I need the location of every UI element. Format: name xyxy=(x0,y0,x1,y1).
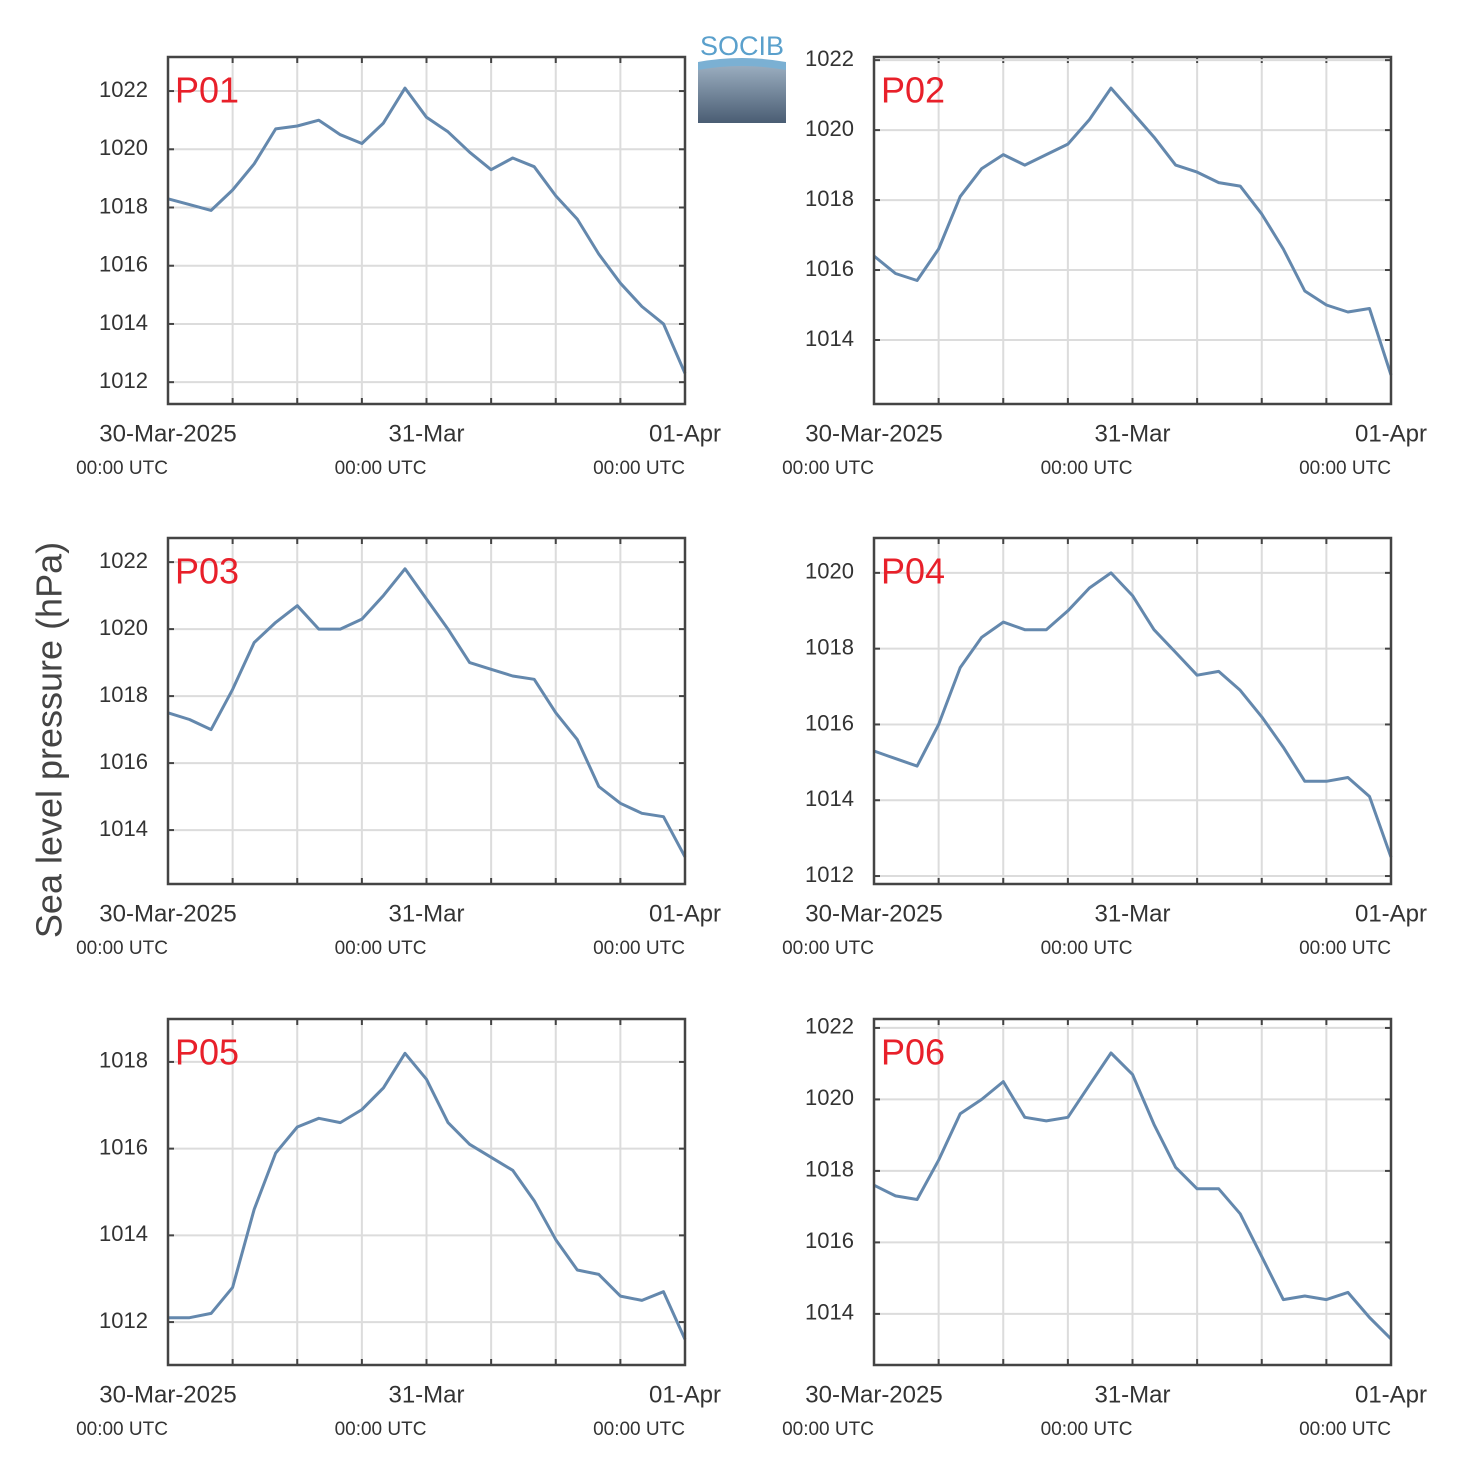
y-tick-label: 1018 xyxy=(99,1048,148,1073)
x-tick-sublabel: 00:00 UTC xyxy=(335,458,427,479)
x-tick-sublabel: 00:00 UTC xyxy=(1299,938,1391,959)
x-tick-label: 31-Mar xyxy=(1094,420,1170,447)
x-tick-label: 01-Apr xyxy=(1355,900,1427,927)
x-tick-sublabel: 00:00 UTC xyxy=(593,938,685,959)
y-tick-label: 1018 xyxy=(99,193,148,218)
y-tick-label: 1020 xyxy=(99,615,148,640)
y-tick-label: 1016 xyxy=(805,1228,854,1253)
data-line xyxy=(167,86,687,374)
y-tick-label: 1022 xyxy=(99,77,148,102)
y-tick-label: 1014 xyxy=(99,310,148,335)
y-tick-label: 1016 xyxy=(99,252,148,277)
y-tick-label: 1012 xyxy=(805,862,854,887)
x-tick-label: 30-Mar-2025 xyxy=(99,420,236,447)
x-tick-label: 31-Mar xyxy=(388,1381,464,1408)
logo-wave xyxy=(698,58,786,70)
data-line xyxy=(167,567,687,858)
x-tick-sublabel: 00:00 UTC xyxy=(335,1419,427,1440)
logo-text: SOCIB xyxy=(700,31,784,61)
plot-frame xyxy=(872,55,1393,406)
panel-title: P04 xyxy=(881,551,945,592)
y-tick-label: 1022 xyxy=(805,46,854,71)
x-tick-sublabel: 00:00 UTC xyxy=(76,458,168,479)
x-tick-label: 30-Mar-2025 xyxy=(805,420,942,447)
panel-title: P02 xyxy=(881,70,945,111)
data-line xyxy=(873,571,1393,858)
x-tick-sublabel: 00:00 UTC xyxy=(593,458,685,479)
y-tick-label: 1020 xyxy=(99,135,148,160)
x-tick-sublabel: 00:00 UTC xyxy=(1299,1419,1391,1440)
x-tick-sublabel: 00:00 UTC xyxy=(782,458,874,479)
plot-frame xyxy=(166,536,687,886)
panel-title: P06 xyxy=(881,1032,945,1073)
x-tick-label: 31-Mar xyxy=(388,900,464,927)
x-tick-label: 31-Mar xyxy=(1094,900,1170,927)
data-line xyxy=(168,1051,687,1341)
y-tick-label: 1018 xyxy=(805,634,854,659)
y-tick-label: 1020 xyxy=(805,559,854,584)
x-tick-sublabel: 00:00 UTC xyxy=(76,1419,168,1440)
x-tick-label: 01-Apr xyxy=(1355,1381,1427,1408)
y-tick-label: 1020 xyxy=(805,116,854,141)
y-tick-label: 1014 xyxy=(99,1221,148,1246)
y-tick-label: 1016 xyxy=(805,710,854,735)
x-tick-sublabel: 00:00 UTC xyxy=(1299,458,1391,479)
panel-title: P03 xyxy=(175,551,239,592)
y-tick-label: 1014 xyxy=(805,786,854,811)
x-tick-label: 30-Mar-2025 xyxy=(99,1381,236,1408)
y-tick-label: 1014 xyxy=(99,816,148,841)
logo-box xyxy=(698,62,786,123)
x-tick-label: 01-Apr xyxy=(649,1381,721,1408)
y-tick-label: 1022 xyxy=(99,548,148,573)
y-tick-label: 1016 xyxy=(805,256,854,281)
plot-frame xyxy=(872,536,1393,886)
y-tick-label: 1016 xyxy=(99,749,148,774)
data-line xyxy=(873,1051,1393,1340)
data-line xyxy=(873,86,1393,376)
y-tick-label: 1012 xyxy=(99,368,148,393)
y-axis-label: Sea level pressure (hPa) xyxy=(29,542,70,938)
y-tick-label: 1012 xyxy=(99,1308,148,1333)
x-tick-label: 30-Mar-2025 xyxy=(805,900,942,927)
y-tick-label: 1014 xyxy=(805,326,854,351)
logo: SOCIB xyxy=(698,31,786,123)
x-tick-sublabel: 00:00 UTC xyxy=(1041,938,1133,959)
y-tick-label: 1020 xyxy=(805,1085,854,1110)
panel-title: P01 xyxy=(175,70,239,111)
x-tick-label: 30-Mar-2025 xyxy=(99,900,236,927)
y-tick-label: 1018 xyxy=(805,186,854,211)
x-tick-label: 01-Apr xyxy=(1355,420,1427,447)
x-tick-sublabel: 00:00 UTC xyxy=(76,938,168,959)
x-tick-label: 31-Mar xyxy=(1094,1381,1170,1408)
x-tick-sublabel: 00:00 UTC xyxy=(1041,1419,1133,1440)
x-tick-sublabel: 00:00 UTC xyxy=(593,1419,685,1440)
x-tick-label: 31-Mar xyxy=(388,420,464,447)
y-tick-label: 1018 xyxy=(99,682,148,707)
plot-frame xyxy=(166,55,687,406)
panel-title: P05 xyxy=(175,1032,239,1073)
y-tick-label: 1014 xyxy=(805,1300,854,1325)
y-tick-label: 1016 xyxy=(99,1134,148,1159)
plot-frame xyxy=(166,1017,687,1367)
x-tick-label: 01-Apr xyxy=(649,420,721,447)
plot-frame xyxy=(872,1017,1393,1367)
x-tick-sublabel: 00:00 UTC xyxy=(1041,458,1133,479)
x-tick-sublabel: 00:00 UTC xyxy=(782,938,874,959)
x-tick-sublabel: 00:00 UTC xyxy=(335,938,427,959)
x-tick-label: 01-Apr xyxy=(649,900,721,927)
x-tick-sublabel: 00:00 UTC xyxy=(782,1419,874,1440)
y-tick-label: 1018 xyxy=(805,1157,854,1182)
x-tick-label: 30-Mar-2025 xyxy=(805,1381,942,1408)
y-tick-label: 1022 xyxy=(805,1014,854,1039)
